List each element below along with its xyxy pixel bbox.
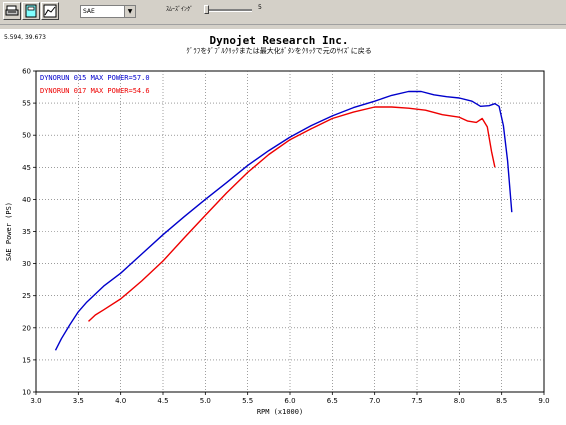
power-type-value: SAE — [83, 8, 95, 15]
x-tick-label: 4.5 — [157, 397, 168, 405]
y-axis-label: SAE Power (PS) — [5, 202, 13, 261]
legend-entry-2: DYNORUN 017 MAX POWER=54.6 — [40, 87, 150, 95]
toolbar: SAE ▼ ｽﾑｰｽﾞｲﾝｸﾞ 5 — [0, 0, 566, 25]
chart-subtitle: ｸﾞﾗﾌをﾀﾞﾌﾞﾙｸﾘｯｸまたは最大化ﾎﾞﾀﾝをｸﾘｯｸで元のｻｲｽﾞに戻る — [186, 46, 372, 55]
smoothing-slider-track[interactable] — [204, 9, 252, 12]
smoothing-value: 5 — [258, 4, 262, 11]
graph-button[interactable] — [41, 2, 59, 20]
x-tick-label: 5.0 — [200, 397, 211, 405]
x-tick-label: 7.0 — [369, 397, 380, 405]
smoothing-slider-thumb[interactable] — [204, 5, 209, 14]
y-tick-label: 10 — [22, 389, 31, 397]
x-tick-label: 5.5 — [242, 397, 253, 405]
x-tick-label: 6.0 — [284, 397, 295, 405]
x-tick-label: 3.0 — [30, 397, 41, 405]
y-tick-label: 60 — [22, 68, 31, 76]
x-tick-label: 7.5 — [411, 397, 422, 405]
y-tick-label: 50 — [22, 132, 31, 140]
print-button[interactable] — [3, 2, 21, 20]
x-tick-label: 4.0 — [115, 397, 126, 405]
graph-icon — [43, 4, 57, 18]
y-tick-label: 25 — [22, 292, 31, 300]
y-tick-label: 15 — [22, 356, 31, 364]
x-tick-label: 8.5 — [496, 397, 507, 405]
x-tick-label: 8.0 — [454, 397, 465, 405]
chevron-down-icon[interactable]: ▼ — [124, 6, 135, 17]
legend-entry-1: DYNORUN 015 MAX POWER=57.0 — [40, 74, 150, 82]
series-line-2 — [88, 106, 496, 322]
cursor-readout: 5.594, 39.673 — [4, 34, 46, 41]
x-tick-label: 6.5 — [327, 397, 338, 405]
power-type-select[interactable]: SAE ▼ — [80, 5, 136, 18]
x-tick-label: 9.0 — [538, 397, 549, 405]
x-axis-label: RPM (x1000) — [257, 408, 303, 416]
smoothing-label: ｽﾑｰｽﾞｲﾝｸﾞ — [166, 6, 194, 13]
copy-icon — [25, 4, 37, 18]
y-tick-label: 55 — [22, 100, 31, 108]
print-icon — [5, 5, 19, 16]
copy-button[interactable] — [22, 2, 40, 20]
y-tick-label: 20 — [22, 324, 31, 332]
y-tick-label: 40 — [22, 196, 31, 204]
chart-title: Dynojet Research Inc. — [209, 34, 348, 47]
y-tick-label: 30 — [22, 260, 31, 268]
dyno-chart[interactable]: Dynojet Research Inc.ｸﾞﾗﾌをﾀﾞﾌﾞﾙｸﾘｯｸまたは最大… — [0, 29, 566, 425]
x-tick-label: 3.5 — [73, 397, 84, 405]
y-tick-label: 45 — [22, 164, 31, 172]
y-tick-label: 35 — [22, 228, 31, 236]
series-line-1 — [54, 90, 513, 351]
